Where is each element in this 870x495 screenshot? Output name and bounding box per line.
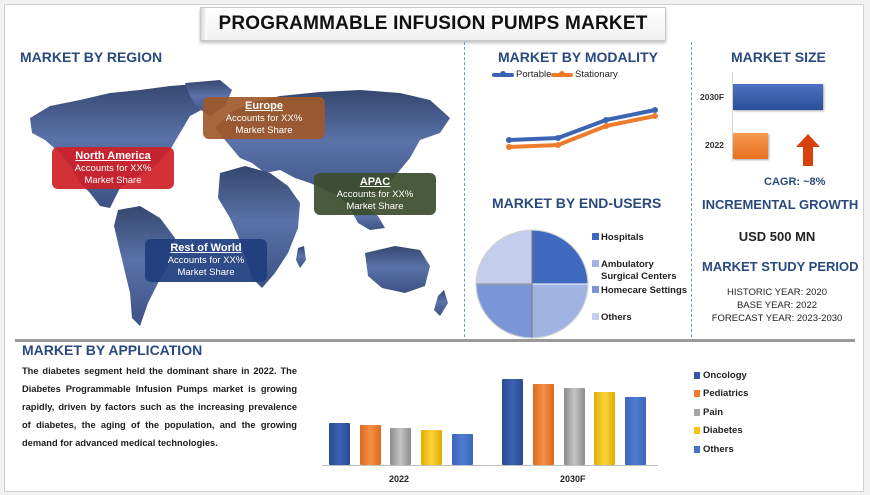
legend-label: Homecare Settings — [601, 285, 688, 296]
application-bar-chart — [322, 372, 658, 465]
region-share-label: Market Share — [177, 267, 235, 278]
swatch-icon — [694, 445, 700, 453]
region-share-text: Accounts for XX% — [225, 113, 303, 124]
legend-diabetes: Diabetes — [694, 422, 748, 441]
legend-hospitals: Hospitals — [592, 232, 644, 244]
end-users-heading: MARKET BY END-USERS — [492, 195, 662, 211]
legend-homecare: Homecare Settings — [592, 285, 687, 297]
modality-heading: MARKET BY MODALITY — [498, 49, 658, 65]
region-box-north-america: North America Accounts for XX% Market Sh… — [52, 147, 174, 189]
legend-label: Hospitals — [601, 232, 644, 243]
market-size-heading: MARKET SIZE — [731, 49, 826, 65]
legend-label: Pain — [703, 406, 724, 418]
bar-2030f-others — [625, 397, 646, 465]
swatch-icon — [592, 260, 599, 267]
title-banner: PROGRAMMABLE INFUSION PUMPS MARKET — [200, 7, 666, 41]
legend-portable: Portable — [492, 69, 551, 80]
incremental-growth-heading: INCREMENTAL GROWTH — [702, 197, 859, 212]
region-share-label: Market Share — [235, 125, 293, 136]
bar-2030f-pediatrics — [533, 384, 554, 465]
legend-label: Diabetes — [703, 425, 743, 437]
swatch-icon — [592, 313, 599, 320]
legend-others: Others — [694, 440, 748, 459]
divider-vertical-1 — [464, 42, 465, 342]
historic-year: HISTORIC YEAR: 2020 — [727, 287, 827, 298]
region-box-apac: APAC Accounts for XX% Market Share — [314, 173, 436, 215]
x-axis — [322, 465, 658, 466]
x-tick-2022: 2022 — [389, 474, 410, 484]
region-box-europe: Europe Accounts for XX% Market Share — [203, 97, 325, 139]
end-users-pie-chart — [475, 229, 589, 339]
swatch-icon — [694, 390, 700, 398]
x-tick-2030f: 2030F — [560, 474, 586, 484]
legend-label: Oncology — [703, 369, 747, 381]
divider-vertical-2 — [691, 42, 692, 342]
region-share-text: Accounts for XX% — [167, 255, 245, 266]
bar-2030f-oncology — [502, 379, 523, 465]
legend-label: Portable — [516, 69, 552, 80]
bar-2030f — [733, 84, 823, 110]
legend-pediatrics: Pediatrics — [694, 385, 748, 404]
region-box-rest-of-world: Rest of World Accounts for XX% Market Sh… — [145, 239, 267, 282]
bar-2022-oncology — [329, 423, 350, 465]
swatch-icon — [694, 408, 700, 416]
forecast-year: FORECAST YEAR: 2023-2030 — [711, 313, 843, 324]
bar-2030f-diabetes — [594, 392, 615, 465]
incremental-growth-value: USD 500 MN — [738, 229, 816, 244]
region-name: Rest of World — [170, 242, 242, 254]
legend-ambulatory: Ambulatory Surgical Centers — [592, 259, 677, 283]
region-name: Europe — [245, 100, 283, 112]
growth-arrow-icon — [796, 134, 820, 166]
legend-oncology: Oncology — [694, 366, 748, 385]
swatch-icon — [592, 233, 599, 240]
region-heading: MARKET BY REGION — [20, 49, 163, 65]
base-year: BASE YEAR: 2022 — [736, 300, 818, 311]
legend-label: Others — [601, 312, 632, 323]
divider-horizontal — [15, 339, 855, 342]
legend-label: Ambulatory — [601, 259, 654, 270]
legend-others: Others — [592, 312, 632, 324]
legend-label-line2: Surgical Centers — [601, 271, 677, 282]
legend-pain: Pain — [694, 403, 748, 422]
bar-2022-pediatrics — [360, 425, 381, 465]
swatch-icon — [694, 427, 700, 435]
bar-2022-others — [452, 434, 473, 465]
market-size-axis — [732, 72, 733, 162]
bar-2022-diabetes — [421, 430, 442, 465]
line-swatch-icon — [551, 70, 573, 77]
cagr-value: CAGR: ~8% — [764, 176, 826, 188]
legend-label: Pediatrics — [703, 388, 749, 400]
legend-label: Others — [703, 443, 734, 455]
region-share-label: Market Share — [84, 175, 142, 186]
bar-2030f-pain — [564, 388, 585, 465]
swatch-icon — [694, 371, 700, 379]
bar-2022 — [733, 133, 768, 159]
application-heading: MARKET BY APPLICATION — [22, 342, 203, 358]
region-name: APAC — [359, 176, 391, 188]
bar-2022-pain — [390, 428, 411, 465]
study-period-heading: MARKET STUDY PERIOD — [702, 259, 859, 274]
line-swatch-icon — [492, 70, 514, 77]
bar-label-2022: 2022 — [705, 140, 724, 150]
region-share-text: Accounts for XX% — [74, 163, 152, 174]
page-title: PROGRAMMABLE INFUSION PUMPS MARKET — [218, 13, 648, 34]
application-description: The diabetes segment held the dominant s… — [22, 366, 297, 448]
application-legend: Oncology Pediatrics Pain Diabetes Others — [694, 366, 748, 459]
region-name: North America — [75, 150, 151, 162]
legend-label: Stationary — [575, 69, 618, 80]
swatch-icon — [592, 286, 599, 293]
legend-stationary: Stationary — [551, 69, 618, 80]
study-period-details: HISTORIC YEAR: 2020 BASE YEAR: 2022 FORE… — [702, 286, 852, 325]
region-share-label: Market Share — [346, 201, 404, 212]
bar-label-2030f: 2030F — [700, 92, 725, 102]
region-share-text: Accounts for XX% — [336, 189, 414, 200]
modality-line-chart — [506, 107, 658, 150]
